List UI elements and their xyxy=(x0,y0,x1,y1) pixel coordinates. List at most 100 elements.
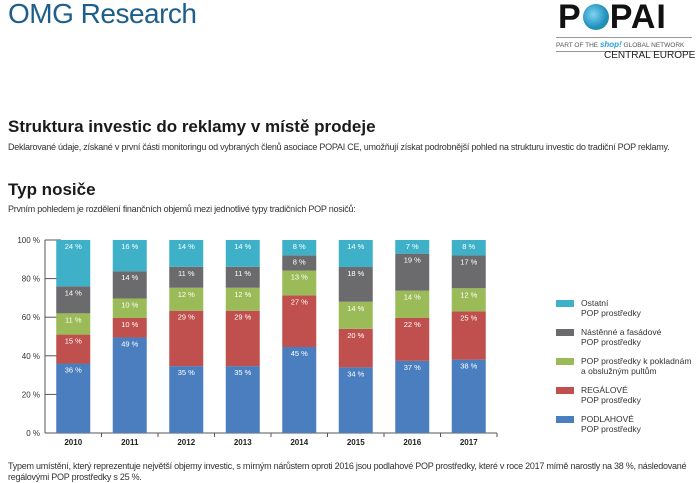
bar-segment xyxy=(56,334,91,364)
bar-segment xyxy=(282,295,317,348)
data-label: 12 % xyxy=(178,290,195,299)
bar-segment xyxy=(395,360,430,433)
bar-segment xyxy=(451,311,486,360)
bar-segment xyxy=(169,266,204,288)
x-tick-label: 2014 xyxy=(290,438,308,447)
bar-segment xyxy=(169,287,204,311)
bar-segment xyxy=(282,270,317,296)
bar-segment xyxy=(395,253,430,291)
data-label: 19 % xyxy=(404,256,421,265)
bar-segment xyxy=(395,290,430,318)
data-label: 11 % xyxy=(65,315,82,324)
bar-segment xyxy=(282,347,317,433)
bar-segment xyxy=(56,286,91,314)
data-label: 8 % xyxy=(293,257,306,266)
data-label: 16 % xyxy=(121,242,138,251)
data-label: 7 % xyxy=(406,242,419,251)
data-label: 35 % xyxy=(234,368,251,377)
popai-region: CENTRAL EUROPE xyxy=(604,50,696,61)
shop-logo: shop! xyxy=(599,40,622,49)
tagline-post: GLOBAL NETWORK xyxy=(623,42,685,49)
bar-segment xyxy=(169,310,204,367)
section-intro: Prvním pohledem je rozdělení finančních … xyxy=(8,204,356,214)
bar-segment xyxy=(169,366,204,433)
bar-segment xyxy=(451,359,486,433)
y-tick-label: 80 % xyxy=(22,275,40,284)
legend-item: Ostatní POP prostředky xyxy=(556,298,691,318)
bar-segment xyxy=(395,317,430,361)
data-label: 38 % xyxy=(460,362,477,371)
bar-segment xyxy=(225,266,260,288)
legend-label: REGÁLOVÉ POP prostředky xyxy=(581,385,641,405)
bar-segment xyxy=(395,240,430,254)
legend-label: POP prostředky k pokladnám a obslužným pu… xyxy=(581,356,692,376)
data-label: 29 % xyxy=(234,313,251,322)
data-label: 36 % xyxy=(65,366,82,375)
data-label: 25 % xyxy=(460,313,477,322)
data-label: 45 % xyxy=(291,349,308,358)
data-label: 49 % xyxy=(121,339,138,348)
data-label: 22 % xyxy=(404,320,421,329)
data-label: 14 % xyxy=(234,242,251,251)
bar-segment xyxy=(225,240,260,267)
legend-label: Ostatní POP prostředky xyxy=(581,298,641,318)
legend-swatch xyxy=(556,416,574,423)
globe-icon xyxy=(582,4,609,30)
x-tick-label: 2017 xyxy=(460,438,478,447)
legend-swatch xyxy=(556,329,574,336)
data-label: 14 % xyxy=(178,242,195,251)
chart-legend: Ostatní POP prostředky Nástěnné a fasádové… xyxy=(556,298,691,443)
x-tick-label: 2013 xyxy=(234,438,252,447)
data-label: 10 % xyxy=(121,300,138,309)
bar-segment xyxy=(225,310,260,367)
data-label: 8 % xyxy=(293,242,306,251)
data-label: 11 % xyxy=(178,269,195,278)
x-tick-label: 2011 xyxy=(121,438,139,447)
data-label: 37 % xyxy=(404,363,421,372)
data-label: 13 % xyxy=(291,273,308,282)
data-label: 29 % xyxy=(178,313,195,322)
data-label: 14 % xyxy=(404,293,421,302)
y-tick-label: 60 % xyxy=(22,313,40,322)
data-label: 14 % xyxy=(347,242,364,251)
x-tick-label: 2015 xyxy=(347,438,365,447)
data-label: 12 % xyxy=(234,290,251,299)
bar-segment xyxy=(112,240,147,272)
bar-segment xyxy=(56,363,91,433)
bar-segment xyxy=(225,366,260,433)
popai-logo: P PAI xyxy=(558,0,667,36)
bar-segment xyxy=(225,287,260,311)
data-label: 14 % xyxy=(121,273,138,282)
legend-label: Nástěnné a fasádové POP prostředky xyxy=(581,327,662,347)
data-label: 27 % xyxy=(291,297,308,306)
omg-logo-text: OMG Research xyxy=(8,0,197,29)
legend-swatch xyxy=(556,358,574,365)
legend-item: POP prostředky k pokladnám a obslužným pu… xyxy=(556,356,691,376)
bar-segment xyxy=(112,337,147,433)
x-tick-label: 2012 xyxy=(177,438,195,447)
footer-text: Typem umístění, který reprezentuje nejvě… xyxy=(8,461,687,482)
legend-label: PODLAHOVÉ POP prostředky xyxy=(581,414,641,434)
tagline-pre: PART OF THE xyxy=(556,42,599,49)
omg-research-logo: OMG Research xyxy=(8,0,197,30)
stacked-bar-chart: 0 % 20 % 40 % 60 % 80 % 100 % 36 % 15 % 11 % 14 %… xyxy=(17,236,498,447)
popai-tagline: PART OF THE shop! GLOBAL NETWORK xyxy=(556,37,692,52)
bar-segment xyxy=(451,255,486,289)
x-tick-label: 2016 xyxy=(403,438,421,447)
y-tick-label: 0 % xyxy=(26,429,40,438)
legend-swatch xyxy=(556,300,574,307)
data-label: 17 % xyxy=(460,257,477,266)
data-label: 34 % xyxy=(347,369,364,378)
bar-segment xyxy=(56,313,91,335)
data-label: 10 % xyxy=(121,320,138,329)
intro-text: Deklarované údaje, získané v první části… xyxy=(8,142,670,152)
legend-item: Nástěnné a fasádové POP prostředky xyxy=(556,327,691,347)
data-label: 24 % xyxy=(65,242,82,251)
legend-item: REGÁLOVÉ POP prostředky xyxy=(556,385,691,405)
x-tick-label: 2010 xyxy=(64,438,82,447)
bar-segment xyxy=(169,240,204,267)
data-label: 14 % xyxy=(347,304,364,313)
legend-item: PODLAHOVÉ POP prostředky xyxy=(556,414,691,434)
y-tick-label: 20 % xyxy=(22,390,40,399)
data-label: 12 % xyxy=(460,290,477,299)
